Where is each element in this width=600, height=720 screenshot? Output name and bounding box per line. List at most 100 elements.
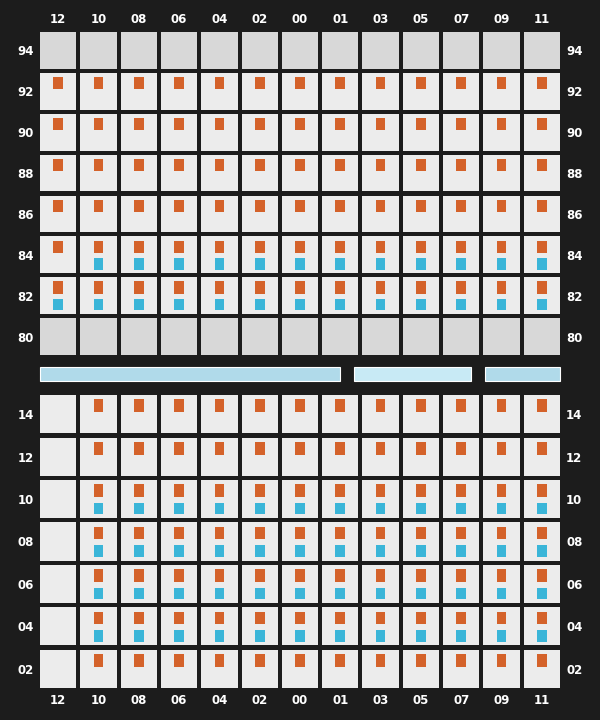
Bar [161, 32, 197, 69]
Bar [362, 196, 399, 233]
Bar [94, 545, 103, 557]
Bar [376, 503, 385, 514]
Bar [443, 114, 479, 150]
Bar [416, 630, 426, 642]
Bar [335, 611, 345, 624]
Bar [242, 32, 278, 69]
Bar [376, 630, 385, 642]
Bar [201, 114, 238, 150]
Bar [161, 607, 197, 645]
Bar [40, 523, 76, 561]
Bar [354, 366, 472, 381]
Bar [295, 77, 305, 89]
Bar [416, 199, 426, 212]
Bar [94, 442, 103, 454]
Bar [255, 240, 265, 253]
Bar [80, 523, 116, 561]
Bar [376, 300, 385, 310]
Bar [121, 395, 157, 433]
Bar [121, 32, 157, 69]
Bar [524, 564, 560, 603]
Bar [362, 523, 399, 561]
Bar [376, 258, 385, 269]
Bar [443, 564, 479, 603]
Bar [484, 438, 520, 476]
Bar [201, 438, 238, 476]
Bar [457, 485, 466, 497]
Bar [201, 73, 238, 109]
Bar [403, 277, 439, 314]
Bar [497, 240, 506, 253]
Bar [403, 395, 439, 433]
Bar [376, 485, 385, 497]
Bar [457, 569, 466, 582]
Bar [201, 395, 238, 433]
Bar [134, 588, 143, 599]
Bar [335, 654, 345, 667]
Bar [295, 545, 305, 557]
Bar [484, 395, 520, 433]
Bar [40, 277, 76, 314]
Bar [53, 199, 63, 212]
Bar [255, 442, 265, 454]
Bar [94, 654, 103, 667]
Bar [201, 32, 238, 69]
Bar [335, 588, 345, 599]
Bar [524, 607, 560, 645]
Bar [255, 588, 265, 599]
Bar [215, 77, 224, 89]
Bar [201, 236, 238, 273]
Bar [524, 155, 560, 192]
Bar [174, 611, 184, 624]
Bar [215, 654, 224, 667]
Bar [40, 480, 76, 518]
Bar [121, 277, 157, 314]
Bar [282, 277, 318, 314]
Bar [255, 503, 265, 514]
Bar [174, 485, 184, 497]
Bar [403, 438, 439, 476]
Bar [537, 630, 547, 642]
Bar [255, 199, 265, 212]
Bar [255, 282, 265, 294]
Bar [335, 118, 345, 130]
Bar [174, 526, 184, 539]
Bar [416, 485, 426, 497]
Bar [497, 400, 506, 412]
Bar [94, 282, 103, 294]
Bar [416, 282, 426, 294]
Bar [457, 588, 466, 599]
Bar [255, 77, 265, 89]
Bar [362, 649, 399, 688]
Bar [40, 366, 340, 381]
Bar [362, 395, 399, 433]
Bar [255, 158, 265, 171]
Bar [134, 300, 143, 310]
Bar [134, 485, 143, 497]
Bar [295, 588, 305, 599]
Bar [53, 240, 63, 253]
Bar [497, 611, 506, 624]
Bar [537, 400, 547, 412]
Bar [242, 236, 278, 273]
Bar [134, 503, 143, 514]
Bar [537, 611, 547, 624]
Bar [201, 607, 238, 645]
Bar [537, 485, 547, 497]
Bar [335, 282, 345, 294]
Bar [322, 480, 358, 518]
Bar [484, 649, 520, 688]
Bar [255, 258, 265, 269]
Bar [497, 485, 506, 497]
Bar [537, 503, 547, 514]
Bar [161, 649, 197, 688]
Bar [134, 526, 143, 539]
Bar [242, 196, 278, 233]
Bar [134, 258, 143, 269]
Bar [53, 77, 63, 89]
Bar [215, 282, 224, 294]
Bar [497, 118, 506, 130]
Bar [282, 649, 318, 688]
Bar [497, 77, 506, 89]
Bar [134, 654, 143, 667]
